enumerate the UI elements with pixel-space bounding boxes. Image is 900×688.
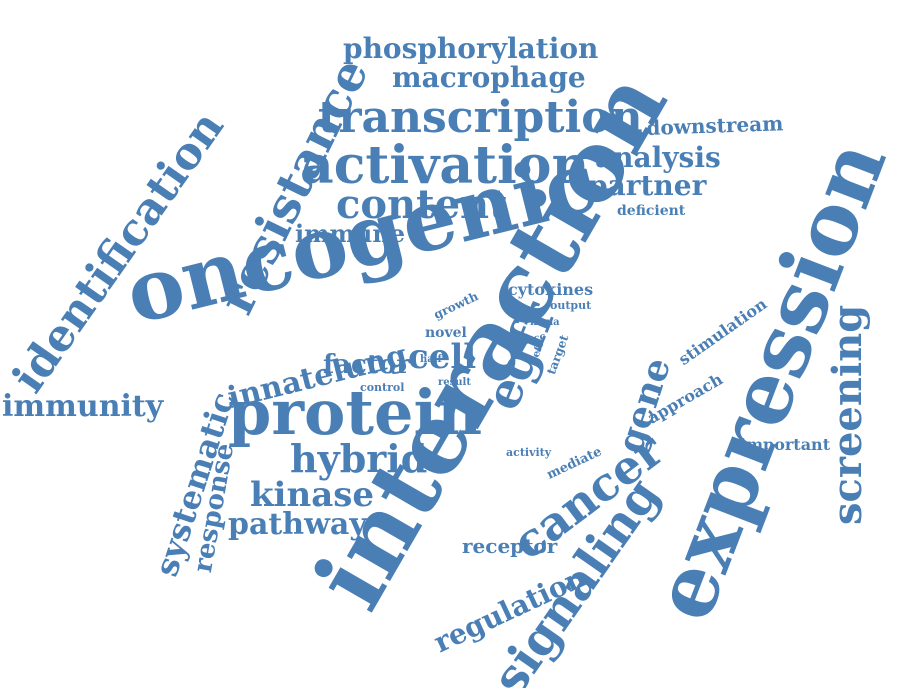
word-kinase: kinase: [250, 475, 374, 515]
word-important: important: [740, 435, 831, 454]
word-partner: partner: [588, 169, 707, 202]
word-receptor: receptor: [462, 534, 558, 558]
word-content: content: [336, 181, 508, 228]
word-phosphorylation: phosphorylation: [343, 32, 599, 65]
word-result: result: [438, 377, 471, 388]
word-half: half: [420, 354, 442, 365]
word-downstream: downstream: [645, 111, 784, 140]
word-screening: screening: [824, 304, 871, 525]
word-pathway: pathway: [228, 507, 367, 542]
word-activity: activity: [506, 446, 552, 459]
word-immunity: immunity: [2, 389, 164, 424]
word-immune: immune: [295, 219, 406, 248]
word-mrna: mrna: [530, 317, 560, 328]
word-analysis: analysis: [595, 141, 721, 174]
word-novel: novel: [425, 325, 467, 341]
word-cytokines: cytokines: [508, 280, 594, 299]
word-protein: protein: [228, 376, 483, 449]
word-deficient: deficient: [617, 203, 686, 219]
word-factor: factor: [323, 350, 410, 380]
word-cell: cell: [408, 337, 477, 377]
word-activation: activation: [300, 135, 590, 196]
word-transcription: transcription: [318, 92, 643, 143]
word-hybrid: hybrid: [290, 436, 428, 481]
word-output: output: [550, 299, 592, 312]
word-control: control: [360, 381, 405, 394]
word-macrophage: macrophage: [392, 61, 586, 94]
